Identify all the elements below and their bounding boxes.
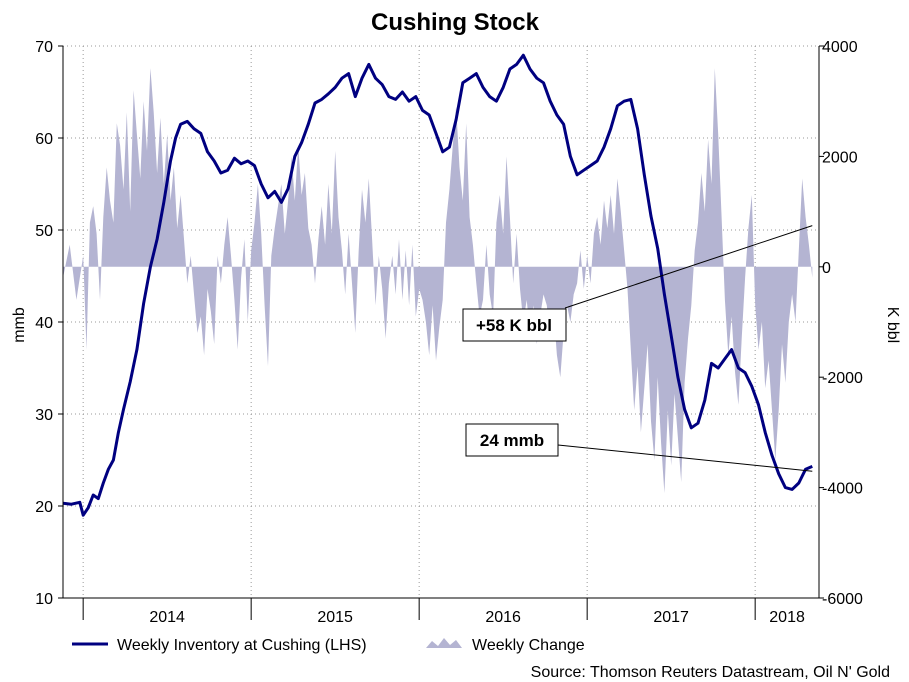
x-tick-label: 2014 xyxy=(149,609,185,626)
annotation-box xyxy=(462,308,567,342)
right-tick-label: 0 xyxy=(822,260,831,277)
legend-label-weekly-change: Weekly Change xyxy=(472,637,585,654)
x-tick-label: 2018 xyxy=(769,609,805,626)
right-tick-label: -6000 xyxy=(822,591,863,608)
left-tick-label: 40 xyxy=(35,315,53,332)
right-tick-label: 2000 xyxy=(822,149,858,166)
left-tick-label: 50 xyxy=(35,223,53,240)
legend: Weekly Inventory at Cushing (LHS) Weekly… xyxy=(72,637,585,654)
right-axis-ticks: -6000 -4000 -2000 0 2000 4000 xyxy=(819,39,863,608)
legend-label-inventory: Weekly Inventory at Cushing (LHS) xyxy=(117,637,367,654)
gridlines xyxy=(63,45,819,598)
x-tick-label: 2016 xyxy=(485,609,521,626)
weekly-change-area xyxy=(63,68,813,494)
left-tick-label: 60 xyxy=(35,131,53,148)
right-tick-label: -4000 xyxy=(822,481,863,498)
right-axis-label: K bbl xyxy=(884,307,901,343)
left-axis-ticks: 10 20 30 40 50 60 70 xyxy=(35,39,63,608)
x-axis-ticks: 2014 2015 2016 2017 2018 xyxy=(82,598,805,626)
left-tick-label: 20 xyxy=(35,499,53,516)
annotations: +58 K bbl 24 mmb xyxy=(462,225,813,472)
left-tick-label: 10 xyxy=(35,591,53,608)
weekly-change-area-path xyxy=(63,68,813,494)
x-tick-label: 2017 xyxy=(653,609,689,626)
legend-area-swatch xyxy=(426,638,462,648)
chart-title: Cushing Stock xyxy=(371,9,540,36)
x-tick-label: 2015 xyxy=(317,609,353,626)
left-tick-label: 30 xyxy=(35,407,53,424)
right-tick-label: -2000 xyxy=(822,370,863,387)
left-tick-label: 70 xyxy=(35,39,53,56)
annotation-label: +58 K bbl xyxy=(476,316,552,335)
left-axis-label: mmb xyxy=(11,307,28,343)
annotation-leader-line xyxy=(557,444,813,472)
annotation-leader-line xyxy=(564,225,813,309)
weekly-inventory-line-path xyxy=(62,53,813,517)
source-text: Source: Thomson Reuters Datastream, Oil … xyxy=(531,664,890,681)
annotation-label: 24 mmb xyxy=(480,431,544,450)
weekly-inventory-line xyxy=(62,53,813,517)
right-tick-label: 4000 xyxy=(822,39,858,56)
axes xyxy=(62,46,820,599)
annotation-box xyxy=(465,423,559,457)
